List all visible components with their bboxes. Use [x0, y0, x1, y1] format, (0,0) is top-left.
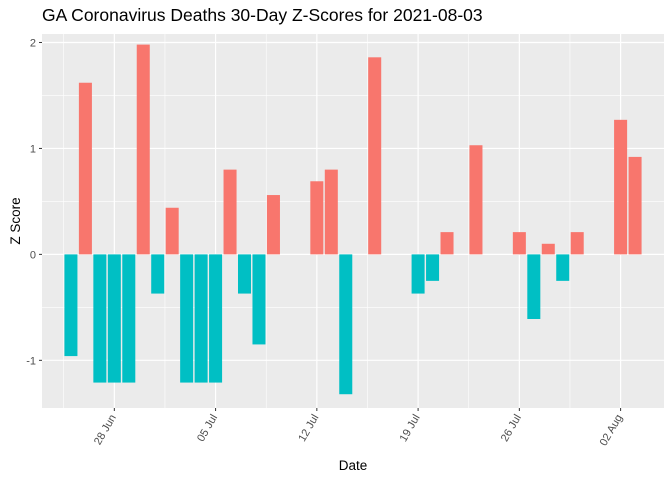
grid-lines — [42, 34, 664, 408]
y-tick-label: -1 — [26, 355, 36, 367]
bar — [78, 82, 92, 255]
bar — [310, 181, 324, 255]
bar — [368, 57, 382, 255]
x-tick-label: 28 Jun — [92, 413, 119, 448]
bars — [64, 44, 642, 395]
bar — [556, 254, 570, 281]
x-tick-label: 02 Aug — [598, 413, 626, 449]
x-tick-label: 26 Jul — [499, 413, 524, 444]
bar — [440, 232, 454, 255]
bar — [165, 207, 179, 255]
bar — [541, 243, 555, 255]
x-axis-title: Date — [339, 458, 368, 473]
bar — [570, 232, 584, 255]
bar — [107, 254, 121, 383]
y-tick-label: 1 — [30, 143, 36, 155]
y-tick-label: 2 — [30, 37, 36, 49]
bar — [527, 254, 541, 320]
bar — [64, 254, 78, 357]
bar — [512, 232, 526, 255]
bar — [252, 254, 266, 345]
y-tick-label: 0 — [30, 249, 36, 261]
bar — [194, 254, 208, 383]
bar — [180, 254, 194, 383]
bar — [614, 119, 628, 255]
bar — [122, 254, 136, 383]
chart-title: GA Coronavirus Deaths 30-Day Z-Scores fo… — [42, 5, 483, 25]
bar — [238, 254, 252, 294]
bar — [266, 195, 280, 255]
bar — [209, 254, 223, 383]
x-tick-label: 19 Jul — [398, 413, 423, 444]
bar — [469, 145, 483, 255]
x-tick-label: 05 Jul — [195, 413, 220, 444]
bar — [339, 254, 353, 395]
bar — [324, 169, 338, 255]
bar — [411, 254, 425, 294]
x-tick-label: 12 Jul — [296, 413, 321, 444]
bar — [628, 156, 642, 255]
bar — [136, 44, 150, 255]
bar — [93, 254, 107, 383]
y-axis-title: Z Score — [8, 197, 23, 244]
bar — [151, 254, 165, 294]
bar — [223, 169, 237, 255]
bar — [426, 254, 440, 281]
